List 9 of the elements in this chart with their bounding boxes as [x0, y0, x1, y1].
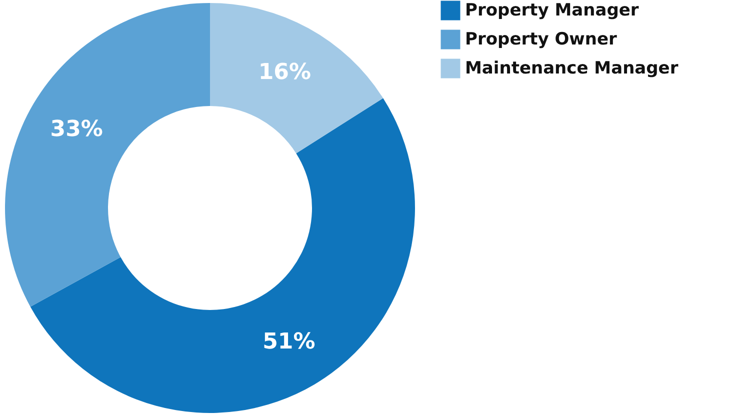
- legend-label: Maintenance Manager: [465, 58, 679, 78]
- donut-slice: [5, 3, 210, 307]
- legend-label: Property Owner: [465, 30, 618, 50]
- data-label: 33%: [50, 117, 103, 142]
- donut-slice: [210, 3, 384, 154]
- donut-slice: [30, 98, 415, 413]
- data-label: 51%: [262, 329, 316, 354]
- legend-label: Property Manager: [465, 0, 640, 20]
- data-label: 16%: [258, 60, 312, 86]
